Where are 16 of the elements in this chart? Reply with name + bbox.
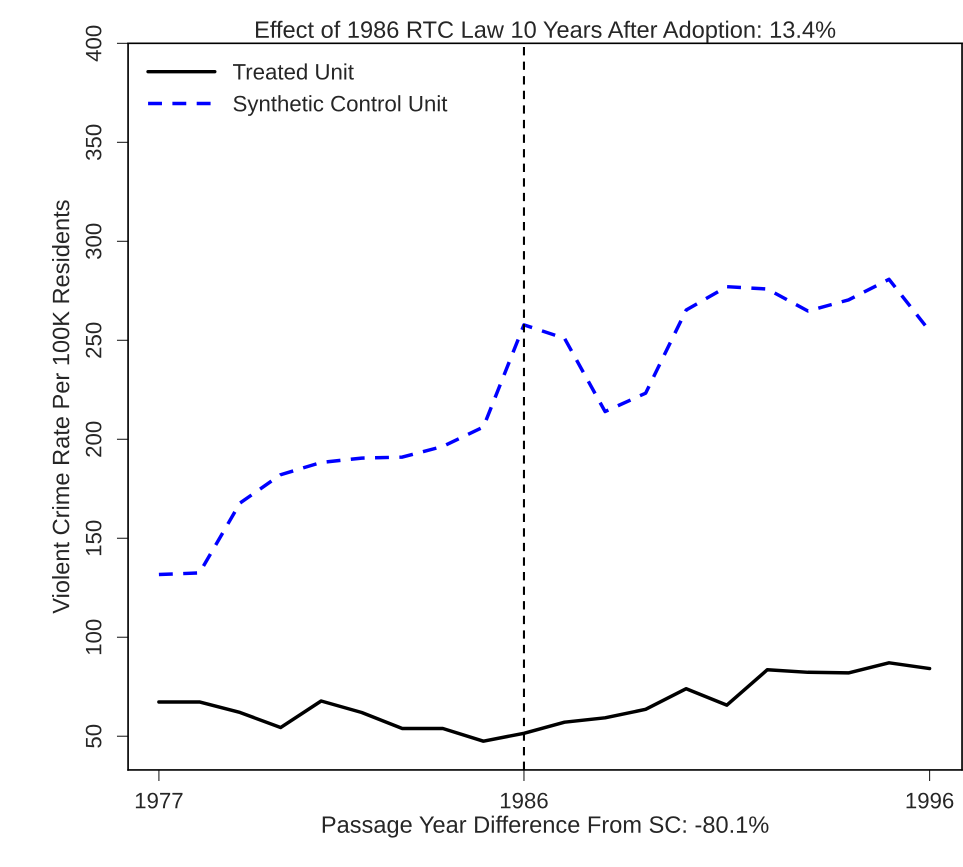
y-tick-label: 300 xyxy=(86,224,102,260)
legend-label: Synthetic Control Unit xyxy=(234,95,448,116)
y-tick-label: 350 xyxy=(86,124,102,160)
legend-label: Treated Unit xyxy=(233,63,354,80)
x-tick-label: 1996 xyxy=(906,792,954,808)
y-tick-label: 400 xyxy=(86,26,102,62)
chart-title: Effect of 1986 RTC Law 10 Years After Adoption: 13.4% xyxy=(256,20,836,43)
y-axis-title: Violent Crime Rate Per 100K Residents xyxy=(52,200,70,614)
y-tick-label: 200 xyxy=(86,422,102,457)
y-tick-label: 100 xyxy=(86,620,102,654)
y-tick-label: 150 xyxy=(86,520,102,556)
y-tick-label: 50 xyxy=(86,724,102,748)
y-tick-label: 250 xyxy=(86,322,102,358)
x-axis-title: Passage Year Difference From SC: -80.1% xyxy=(322,816,768,838)
x-tick-label: 1977 xyxy=(136,792,183,808)
x-tick-label: 1986 xyxy=(500,792,548,808)
